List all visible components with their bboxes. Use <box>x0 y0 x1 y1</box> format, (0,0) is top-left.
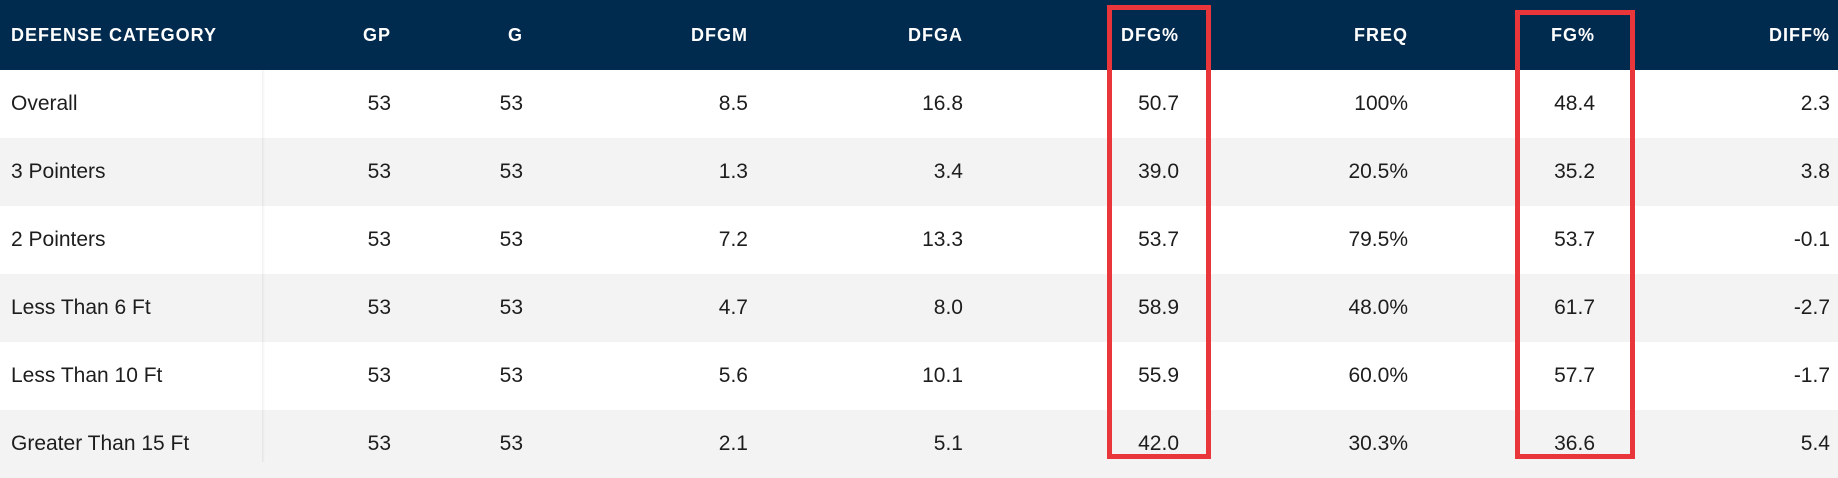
cell-fg-pct: 35.2 <box>1554 160 1595 183</box>
cell-gp: 53 <box>367 228 391 251</box>
cell-gp: 53 <box>367 364 391 387</box>
cell-freq: 79.5% <box>1348 228 1408 251</box>
cell-gp: 53 <box>367 432 391 455</box>
header-g[interactable]: G <box>507 24 523 45</box>
header-gp[interactable]: GP <box>362 24 391 45</box>
table-body: Overall 53 53 8.5 16.8 50.7 100% 48.4 2.3 3 Point… <box>0 70 1838 478</box>
cell-g: 53 <box>499 160 523 183</box>
cell-fg-pct: 36.6 <box>1554 432 1595 455</box>
cell-dfg-pct: 50.7 <box>1138 92 1179 115</box>
cell-dfgm: 5.6 <box>718 364 748 387</box>
cell-dfg-pct: 42.0 <box>1138 432 1179 455</box>
cell-g: 53 <box>499 228 523 251</box>
cell-g: 53 <box>499 432 523 455</box>
cell-category: Overall <box>11 92 78 115</box>
cell-fg-pct: 48.4 <box>1554 92 1595 115</box>
cell-dfgm: 4.7 <box>718 296 748 319</box>
cell-g: 53 <box>499 92 523 115</box>
header-defense-category[interactable]: DEFENSE CATEGORY <box>11 24 218 45</box>
cell-diff-pct: 3.8 <box>1800 160 1830 183</box>
cell-dfga: 10.1 <box>922 364 963 387</box>
cell-diff-pct: -0.1 <box>1793 228 1830 251</box>
cell-gp: 53 <box>367 296 391 319</box>
table-row: Overall 53 53 8.5 16.8 50.7 100% 48.4 2.3 <box>0 70 1838 138</box>
cell-category: Greater Than 15 Ft <box>11 432 190 455</box>
cell-diff-pct: 2.3 <box>1800 92 1830 115</box>
cell-category: Less Than 6 Ft <box>11 296 151 319</box>
header-fg-pct[interactable]: FG% <box>1550 24 1595 45</box>
cell-freq: 48.0% <box>1348 296 1408 319</box>
cell-g: 53 <box>499 296 523 319</box>
cell-diff-pct: 5.4 <box>1800 432 1830 455</box>
cell-fg-pct: 57.7 <box>1554 364 1595 387</box>
cell-gp: 53 <box>367 92 391 115</box>
table-row: Less Than 10 Ft 53 53 5.6 10.1 55.9 60.0% 57.7 -… <box>0 342 1838 410</box>
cell-dfga: 8.0 <box>933 296 963 319</box>
cell-category: 3 Pointers <box>11 160 106 183</box>
cell-freq: 30.3% <box>1348 432 1408 455</box>
cell-fg-pct: 61.7 <box>1554 296 1595 319</box>
cell-g: 53 <box>499 364 523 387</box>
cell-freq: 100% <box>1354 92 1408 115</box>
table-row: 3 Pointers 53 53 1.3 3.4 39.0 20.5% 35.2 3.8 <box>0 138 1838 206</box>
cell-dfgm: 1.3 <box>718 160 748 183</box>
cell-dfg-pct: 55.9 <box>1138 364 1179 387</box>
cell-freq: 60.0% <box>1348 364 1408 387</box>
table-row: 2 Pointers 53 53 7.2 13.3 53.7 79.5% 53.7 -0.1 <box>0 206 1838 274</box>
cell-dfga: 5.1 <box>933 432 963 455</box>
cell-dfgm: 2.1 <box>718 432 748 455</box>
cell-category: 2 Pointers <box>11 228 106 251</box>
cell-dfgm: 7.2 <box>718 228 748 251</box>
cell-category: Less Than 10 Ft <box>11 364 163 387</box>
table-header: DEFENSE CATEGORY GP G DFGM DFGA DFG% FRE… <box>0 0 1838 70</box>
header-dfgm[interactable]: DFGM <box>691 24 748 45</box>
cell-dfg-pct: 39.0 <box>1138 160 1179 183</box>
cell-fg-pct: 53.7 <box>1554 228 1595 251</box>
cell-dfg-pct: 58.9 <box>1138 296 1179 319</box>
cell-dfg-pct: 53.7 <box>1138 228 1179 251</box>
table-row: Greater Than 15 Ft 53 53 2.1 5.1 42.0 30.3% 36.… <box>0 410 1838 478</box>
header-dfga[interactable]: DFGA <box>908 24 963 45</box>
cell-freq: 20.5% <box>1348 160 1408 183</box>
cell-dfga: 13.3 <box>922 228 963 251</box>
header-freq[interactable]: FREQ <box>1353 24 1408 45</box>
cell-dfga: 3.4 <box>933 160 963 183</box>
cell-diff-pct: -1.7 <box>1793 364 1830 387</box>
cell-diff-pct: -2.7 <box>1793 296 1830 319</box>
cell-dfga: 16.8 <box>922 92 963 115</box>
header-dfg-pct[interactable]: DFG% <box>1121 24 1179 45</box>
sticky-column-divider <box>262 70 265 462</box>
cell-dfgm: 8.5 <box>718 92 748 115</box>
header-diff-pct[interactable]: DIFF% <box>1769 24 1830 45</box>
cell-gp: 53 <box>367 160 391 183</box>
table-row: Less Than 6 Ft 53 53 4.7 8.0 58.9 48.0% 61.7 -2.… <box>0 274 1838 342</box>
